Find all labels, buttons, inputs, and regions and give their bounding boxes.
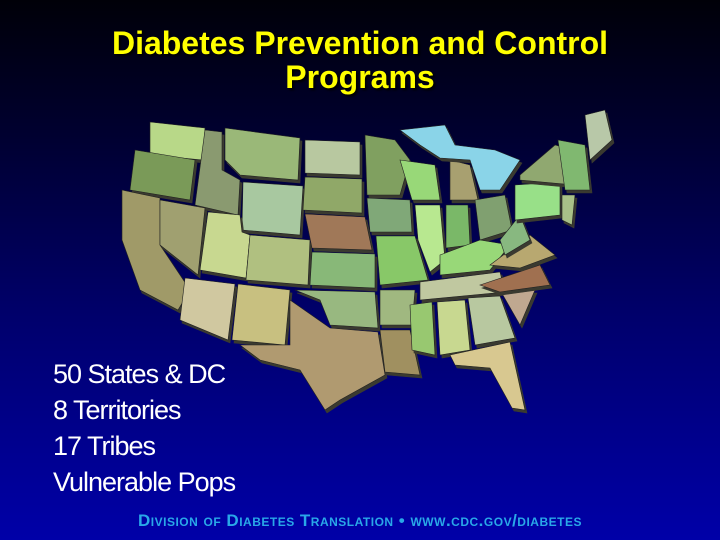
state-north-carolina [479,264,551,293]
state-illinois [414,204,446,273]
state-texas [239,299,386,411]
us-states-map [121,109,613,411]
state-new-jersey [561,194,576,226]
state-oklahoma [294,289,379,329]
state-louisiana [379,329,421,376]
state-nebraska [304,213,373,251]
state-missouri [375,235,429,286]
state-new-mexico [231,283,291,346]
state-mississippi [409,301,436,356]
state-oregon [129,149,196,201]
title-line-1: Diabetes Prevention and Control [111,25,609,61]
state-north-dakota [304,139,361,176]
state-wyoming [241,181,304,236]
list-item: 50 States & DC [53,359,226,389]
state-montana [224,127,301,181]
state-indiana [445,204,471,249]
title-line-2: Programs [285,59,435,95]
state-idaho [194,129,241,216]
slide-title: Diabetes Prevention and Control Programs [0,26,720,94]
program-list: 50 States & DC 8 Territories 17 Tribes V… [53,356,236,500]
list-item: 17 Tribes [53,431,156,461]
state-arkansas [379,289,416,326]
state-maine [584,109,613,161]
state-west-virginia [499,214,531,256]
footer-text: Division of Diabetes Translation • www.c… [138,511,582,530]
list-item: Vulnerable Pops [53,467,236,497]
state-alabama [436,299,471,356]
state-georgia [467,295,516,346]
state-nevada [159,199,206,276]
state-new-england [557,139,591,191]
great-lakes [399,124,521,191]
state-south-carolina [499,289,536,326]
state-florida [449,341,526,411]
state-iowa [366,197,413,233]
state-pennsylvania [514,181,561,221]
state-colorado [245,234,311,286]
state-kansas [309,251,376,289]
state-south-dakota [302,176,363,214]
state-arizona [179,277,236,341]
list-item: 8 Territories [53,395,182,425]
state-wisconsin [399,159,441,201]
